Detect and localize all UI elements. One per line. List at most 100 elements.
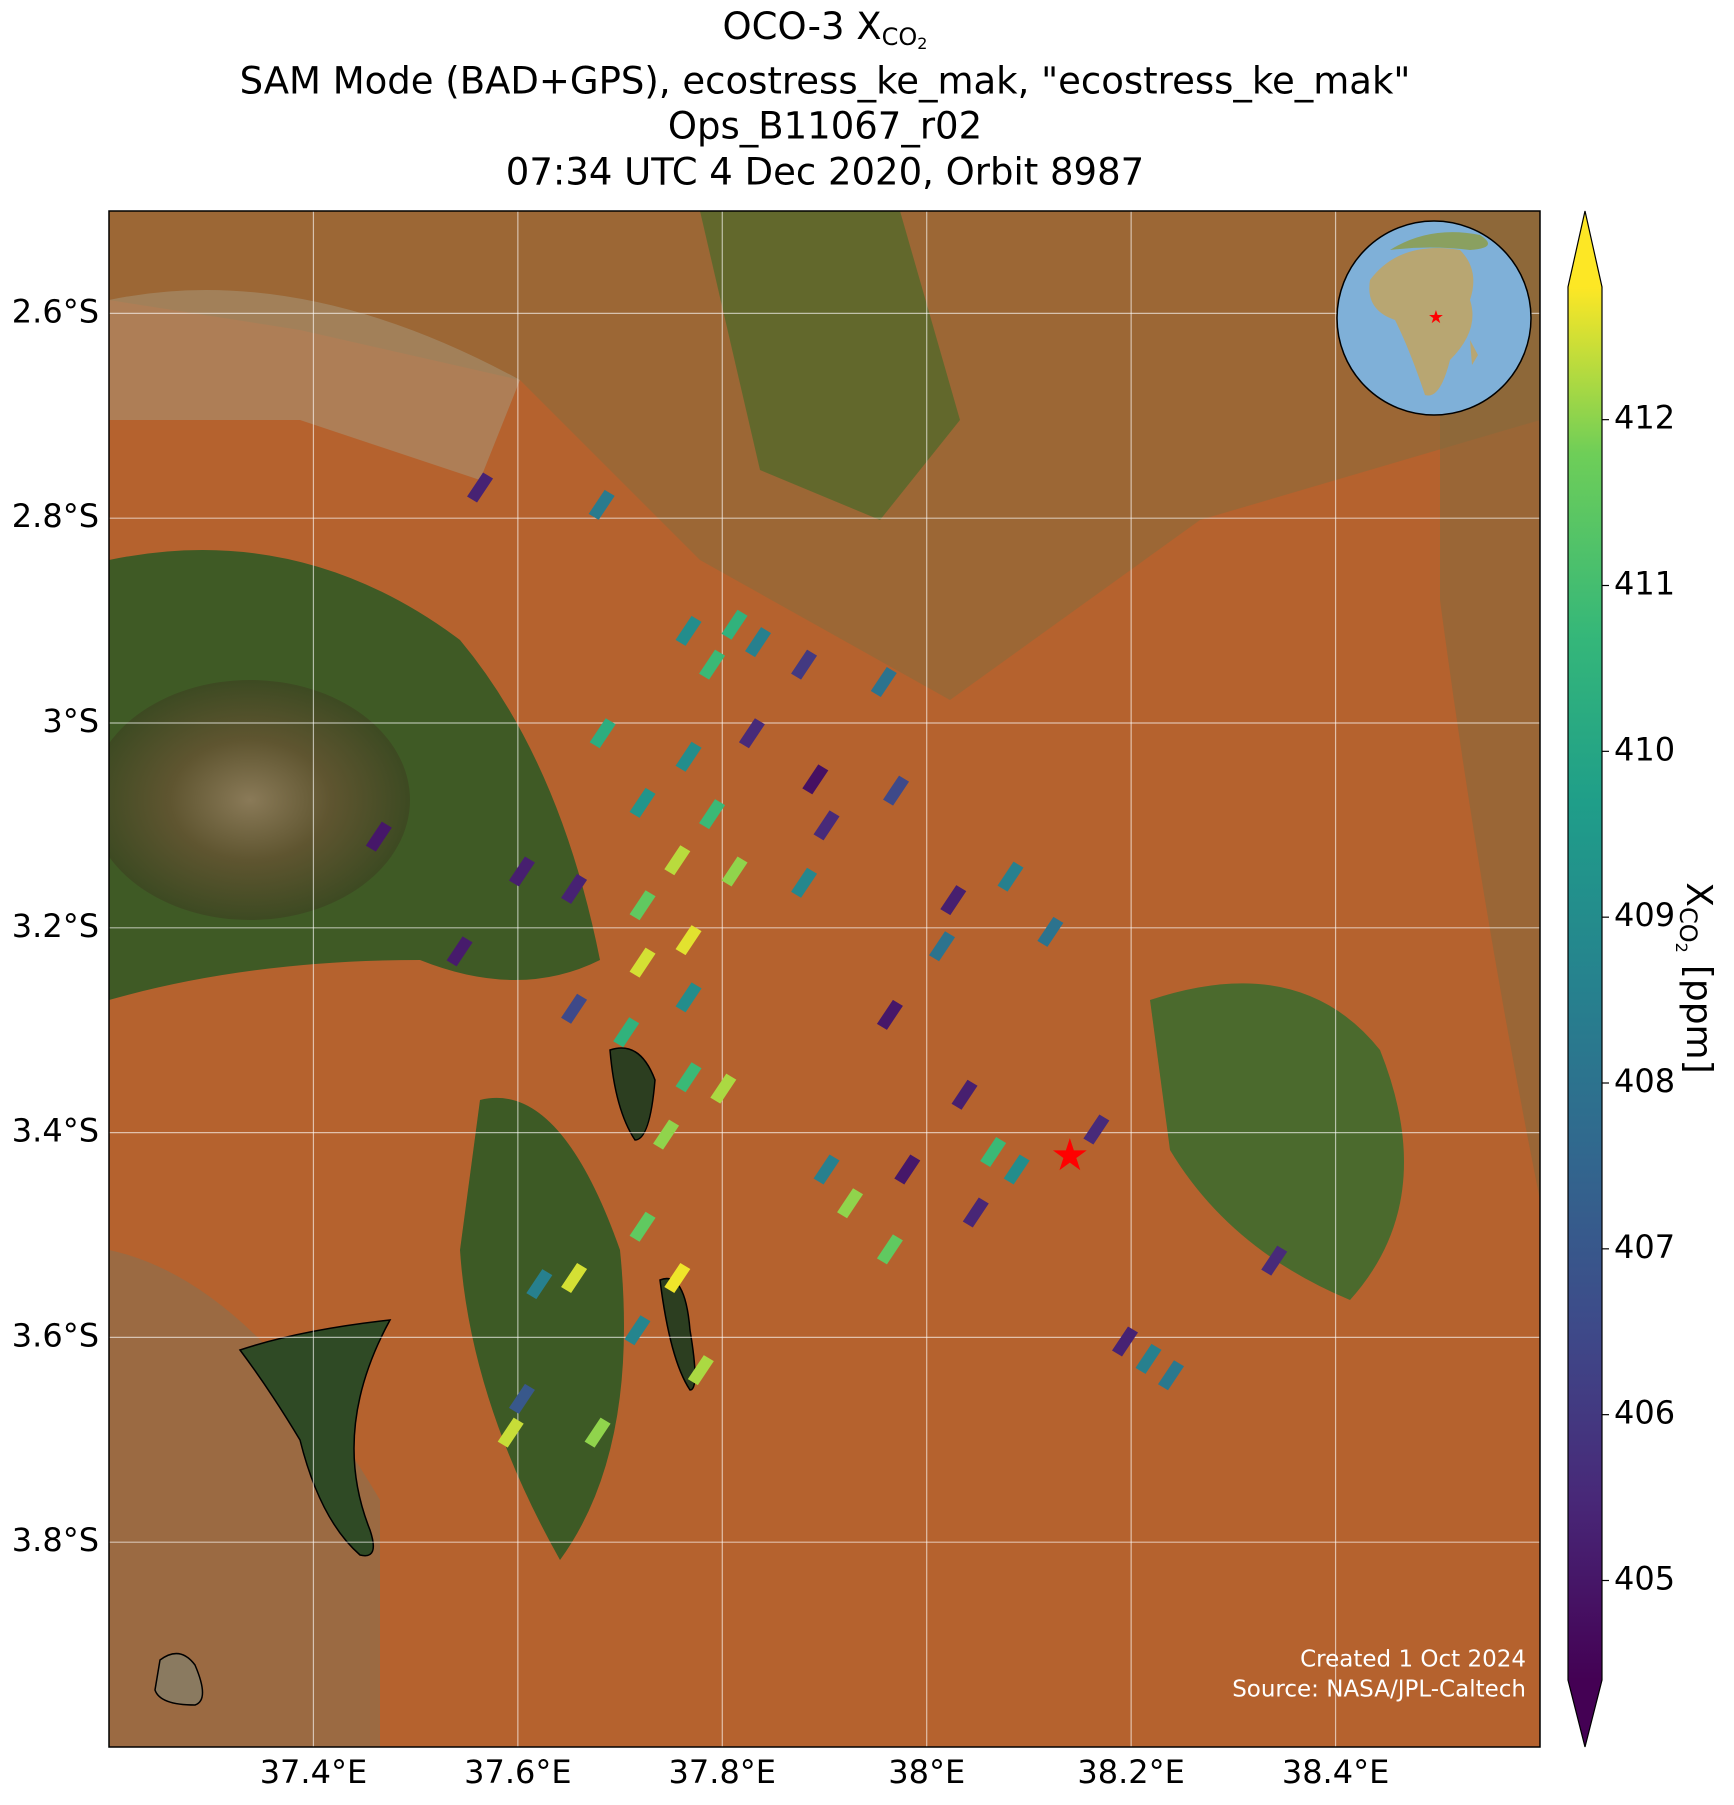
sounding (508, 856, 535, 887)
colorbar-tick-label: 406 (1614, 1394, 1675, 1432)
sounding (813, 810, 840, 841)
colorbar-tick-label: 410 (1614, 730, 1675, 768)
sounding (980, 1137, 1007, 1168)
sounding (1112, 1326, 1139, 1357)
colorbar-label-unit: [ppm] (1678, 965, 1719, 1074)
x-tick-label: 38.4°E (1282, 1753, 1389, 1791)
y-tick-label: 3.4°S (12, 1112, 99, 1150)
sounding (837, 1188, 864, 1219)
title: OCO-3 XCO2 SAM Mode (BAD+GPS), ecostress… (240, 5, 1411, 194)
sounding (687, 1355, 714, 1386)
sounding (870, 667, 897, 698)
globe-inset: ★ (1336, 220, 1532, 416)
sounding (584, 1417, 611, 1448)
sounding (589, 718, 616, 749)
target-star: ★ (1050, 1130, 1089, 1181)
credit: Created 1 Oct 2024 (1300, 1647, 1526, 1673)
colorbar-tick-label: 409 (1614, 896, 1675, 934)
sounding (791, 649, 818, 680)
sounding (629, 947, 656, 978)
sounding (1135, 1343, 1162, 1374)
sounding (653, 1119, 680, 1150)
sounding (699, 649, 726, 680)
sounding (497, 1417, 524, 1448)
y-tick-label: 3.8°S (12, 1521, 99, 1559)
subtitle: SAM Mode (BAD+GPS), ecostress_ke_mak, "e… (240, 60, 1411, 103)
sounding (629, 787, 656, 818)
y-tick-label: 3°S (42, 702, 99, 740)
sounding (561, 993, 588, 1024)
sounding (710, 1073, 737, 1104)
sounding (624, 1315, 651, 1346)
sounding (526, 1269, 553, 1300)
sounding (629, 890, 656, 921)
x-tick-label: 37.8°E (669, 1753, 776, 1791)
colorbar-tick-label: 411 (1614, 565, 1675, 603)
sounding (508, 1383, 535, 1414)
y-tick-label: 3.6°S (12, 1316, 99, 1354)
globe-star: ★ (1428, 307, 1444, 328)
sounding (883, 775, 910, 806)
colorbar-tick-label: 408 (1614, 1062, 1675, 1100)
title-text: OCO-3 XCO2 (723, 5, 928, 53)
colorbar-tick-label: 407 (1614, 1228, 1675, 1266)
sounding (664, 845, 691, 876)
sounding (675, 982, 702, 1013)
sounding (1261, 1245, 1288, 1276)
sounding (894, 1154, 921, 1185)
y-tick-label: 2.6°S (12, 292, 99, 330)
colorbar-label-sub: CO (1674, 907, 1702, 943)
grid (109, 211, 1540, 1747)
sounding (675, 741, 702, 772)
sounding (745, 627, 772, 658)
x-tick-label: 38.2°E (1077, 1753, 1184, 1791)
colorbar-tick-label: 405 (1614, 1560, 1675, 1598)
y-tick-label: 2.8°S (12, 497, 99, 535)
map-background (109, 211, 1540, 1747)
sounding (613, 1017, 640, 1048)
soundings (365, 472, 1288, 1448)
x-tick-label: 37.4°E (260, 1753, 367, 1791)
sounding (664, 1263, 691, 1294)
sounding (738, 718, 765, 749)
colorbar-body (1568, 287, 1602, 1680)
colorbar-tick-label: 412 (1614, 399, 1675, 437)
sounding (802, 764, 829, 795)
sounding (997, 861, 1024, 892)
colorbar-label: XCO2 [ppm] (1673, 882, 1720, 1073)
title-sub: CO (882, 23, 918, 51)
map-frame (108, 210, 1541, 1748)
sounding (561, 873, 588, 904)
x-tick-label: 37.6°E (464, 1753, 571, 1791)
sounding (467, 472, 494, 503)
sounding (940, 885, 967, 916)
colorbar-extend-min (1568, 1680, 1602, 1747)
subtitle: Ops_B11067_r02 (668, 105, 982, 148)
x-tick-label: 38°E (888, 1753, 965, 1791)
sounding (813, 1154, 840, 1185)
sounding (699, 799, 726, 830)
subtitle: 07:34 UTC 4 Dec 2020, Orbit 8987 (506, 151, 1144, 194)
colorbar-outline (1567, 210, 1603, 1748)
sounding (1037, 916, 1064, 947)
sounding (929, 931, 956, 962)
sounding (629, 1211, 656, 1242)
colorbar: 405 406 407 408 409 410 411 412 (1567, 210, 1675, 1748)
sounding (721, 856, 748, 887)
y-tick-label: 3.2°S (12, 907, 99, 945)
sounding (1158, 1360, 1185, 1391)
colorbar-extend-max (1568, 211, 1602, 287)
sounding (675, 925, 702, 956)
sounding (951, 1079, 978, 1110)
title-subsub: 2 (917, 34, 927, 53)
sounding (876, 999, 903, 1030)
colorbar-label-main: X (1678, 882, 1719, 907)
sounding (962, 1197, 989, 1228)
sounding (876, 1234, 903, 1265)
sounding (791, 867, 818, 898)
sounding (721, 609, 748, 640)
sounding (446, 936, 473, 967)
sounding (675, 615, 702, 646)
sounding (588, 489, 615, 520)
